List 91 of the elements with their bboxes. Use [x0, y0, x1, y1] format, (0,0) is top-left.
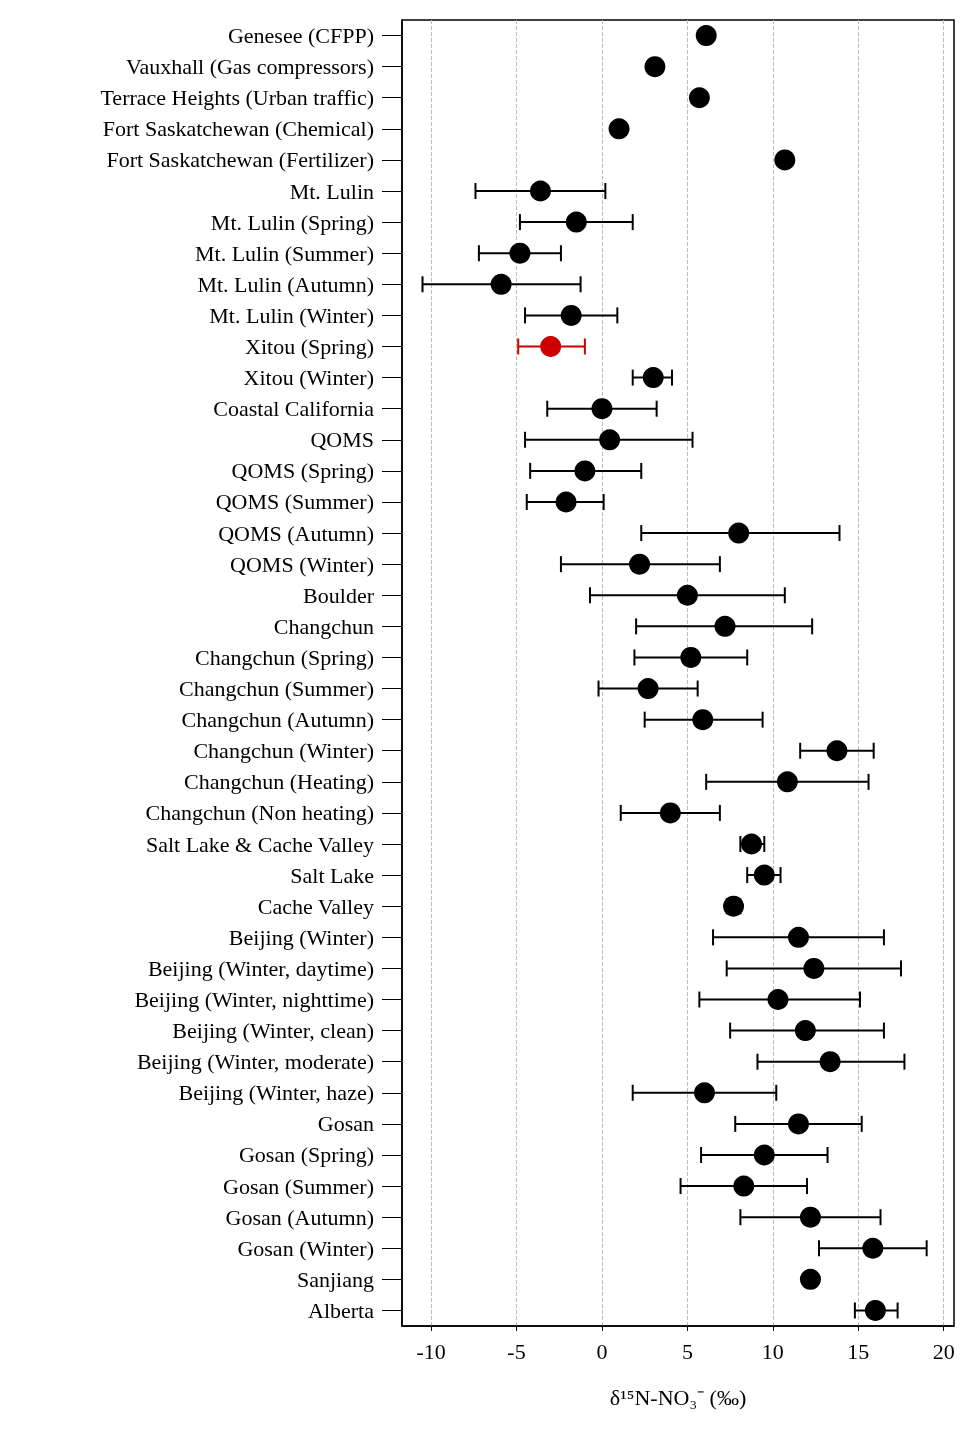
- y-tick-label: Vauxhall (Gas compressors): [125, 54, 374, 80]
- y-tick-label: Beijing (Winter, moderate): [136, 1049, 374, 1075]
- point: [767, 989, 789, 1010]
- point: [733, 1175, 755, 1197]
- y-tick-label: Cache Valley: [257, 893, 374, 919]
- y-tick-label: Mt. Lulin: [289, 178, 374, 204]
- y-tick-label: Xitou (Winter): [243, 365, 374, 391]
- y-tick-label: Gosan (Autumn): [225, 1204, 374, 1230]
- y-tick-label: Fort Saskatchewan (Chemical): [102, 116, 374, 142]
- point: [864, 1299, 886, 1321]
- y-tick-label: Gosan (Winter): [237, 1235, 374, 1261]
- point: [659, 802, 681, 824]
- y-tick-label: Alberta: [308, 1297, 375, 1323]
- x-tick-label: -10: [416, 1338, 446, 1364]
- point: [529, 180, 551, 202]
- point: [555, 491, 577, 513]
- point: [826, 740, 848, 762]
- y-tick-label: Gosan (Summer): [223, 1173, 374, 1199]
- y-tick-label: Coastal California: [213, 396, 375, 422]
- y-tick-label: Changchun (Heating): [184, 769, 374, 795]
- x-tick-label: 0: [596, 1338, 608, 1364]
- point: [694, 1082, 715, 1104]
- point: [608, 118, 630, 140]
- y-tick-label: QOMS (Spring): [231, 458, 374, 484]
- y-tick-label: QOMS (Winter): [230, 551, 374, 577]
- y-tick-label: Xitou (Spring): [245, 334, 374, 359]
- y-tick-label: Changchun (Summer): [179, 676, 374, 702]
- x-tick-label: 10: [761, 1338, 784, 1364]
- y-tick-label: Salt Lake: [290, 862, 374, 888]
- point: [574, 460, 596, 482]
- x-tick-label: -5: [507, 1338, 526, 1364]
- point: [629, 553, 651, 575]
- x-tick-label: 5: [681, 1338, 693, 1364]
- y-tick-label: Changchun (Spring): [194, 644, 374, 670]
- point: [774, 149, 796, 171]
- point: [644, 56, 666, 78]
- point: [803, 957, 825, 979]
- y-tick-label: Mt. Lulin (Spring): [210, 209, 374, 235]
- point: [688, 87, 710, 109]
- point: [862, 1237, 884, 1259]
- y-tick-label: Changchun: [273, 613, 374, 639]
- point: [753, 864, 775, 886]
- x-axis-title: δ¹⁵N-NO₃⁻ (‰): [609, 1384, 747, 1410]
- point: [591, 398, 613, 420]
- point: [565, 211, 587, 233]
- point: [776, 771, 798, 793]
- y-tick-label: Beijing (Winter, clean): [172, 1018, 374, 1044]
- x-tick-label: 15: [847, 1338, 870, 1364]
- point: [695, 25, 717, 47]
- y-tick-label: Mt. Lulin (Summer): [194, 240, 374, 266]
- y-tick-label: Beijing (Winter, daytime): [147, 955, 374, 981]
- point: [692, 709, 714, 731]
- y-tick-label: Beijing (Winter, nighttime): [134, 987, 374, 1012]
- point: [560, 304, 582, 326]
- point: [741, 833, 762, 855]
- y-tick-label: Beijing (Winter): [228, 924, 374, 950]
- y-tick-label: Mt. Lulin (Autumn): [197, 271, 374, 297]
- y-tick-label: Terrace Heights (Urban traffic): [100, 85, 374, 111]
- point: [540, 336, 562, 357]
- point: [799, 1268, 821, 1290]
- y-tick-label: Fort Saskatchewan (Fertilizer): [106, 147, 374, 173]
- y-tick-label: Beijing (Winter, haze): [178, 1080, 374, 1106]
- point: [794, 1020, 816, 1042]
- point: [714, 615, 736, 637]
- y-tick-label: Boulder: [303, 582, 375, 608]
- y-tick-label: Changchun (Non heating): [145, 800, 374, 826]
- point: [637, 678, 659, 700]
- point: [490, 273, 512, 295]
- point: [642, 367, 664, 389]
- point: [676, 584, 698, 606]
- y-tick-label: Changchun (Winter): [193, 738, 374, 764]
- point: [509, 242, 531, 264]
- point: [753, 1144, 775, 1166]
- y-tick-label: Sanjiang: [297, 1266, 374, 1292]
- point: [788, 1113, 809, 1135]
- point: [599, 429, 621, 451]
- y-tick-label: Gosan: [317, 1111, 374, 1137]
- y-tick-label: Gosan (Spring): [238, 1142, 374, 1168]
- y-tick-label: QOMS (Autumn): [218, 520, 374, 546]
- y-tick-label: Changchun (Autumn): [181, 707, 374, 733]
- point: [788, 926, 809, 948]
- y-tick-label: Salt Lake & Cache Valley: [145, 831, 374, 857]
- y-tick-label: QOMS: [310, 427, 374, 453]
- y-tick-label: QOMS (Summer): [215, 489, 374, 515]
- x-tick-label: 20: [932, 1338, 955, 1364]
- point: [819, 1051, 841, 1073]
- y-tick-label: Mt. Lulin (Winter): [209, 302, 374, 328]
- point: [728, 522, 750, 544]
- point: [799, 1206, 821, 1228]
- y-tick-label: Genesee (CFPP): [227, 23, 374, 49]
- point: [680, 646, 702, 668]
